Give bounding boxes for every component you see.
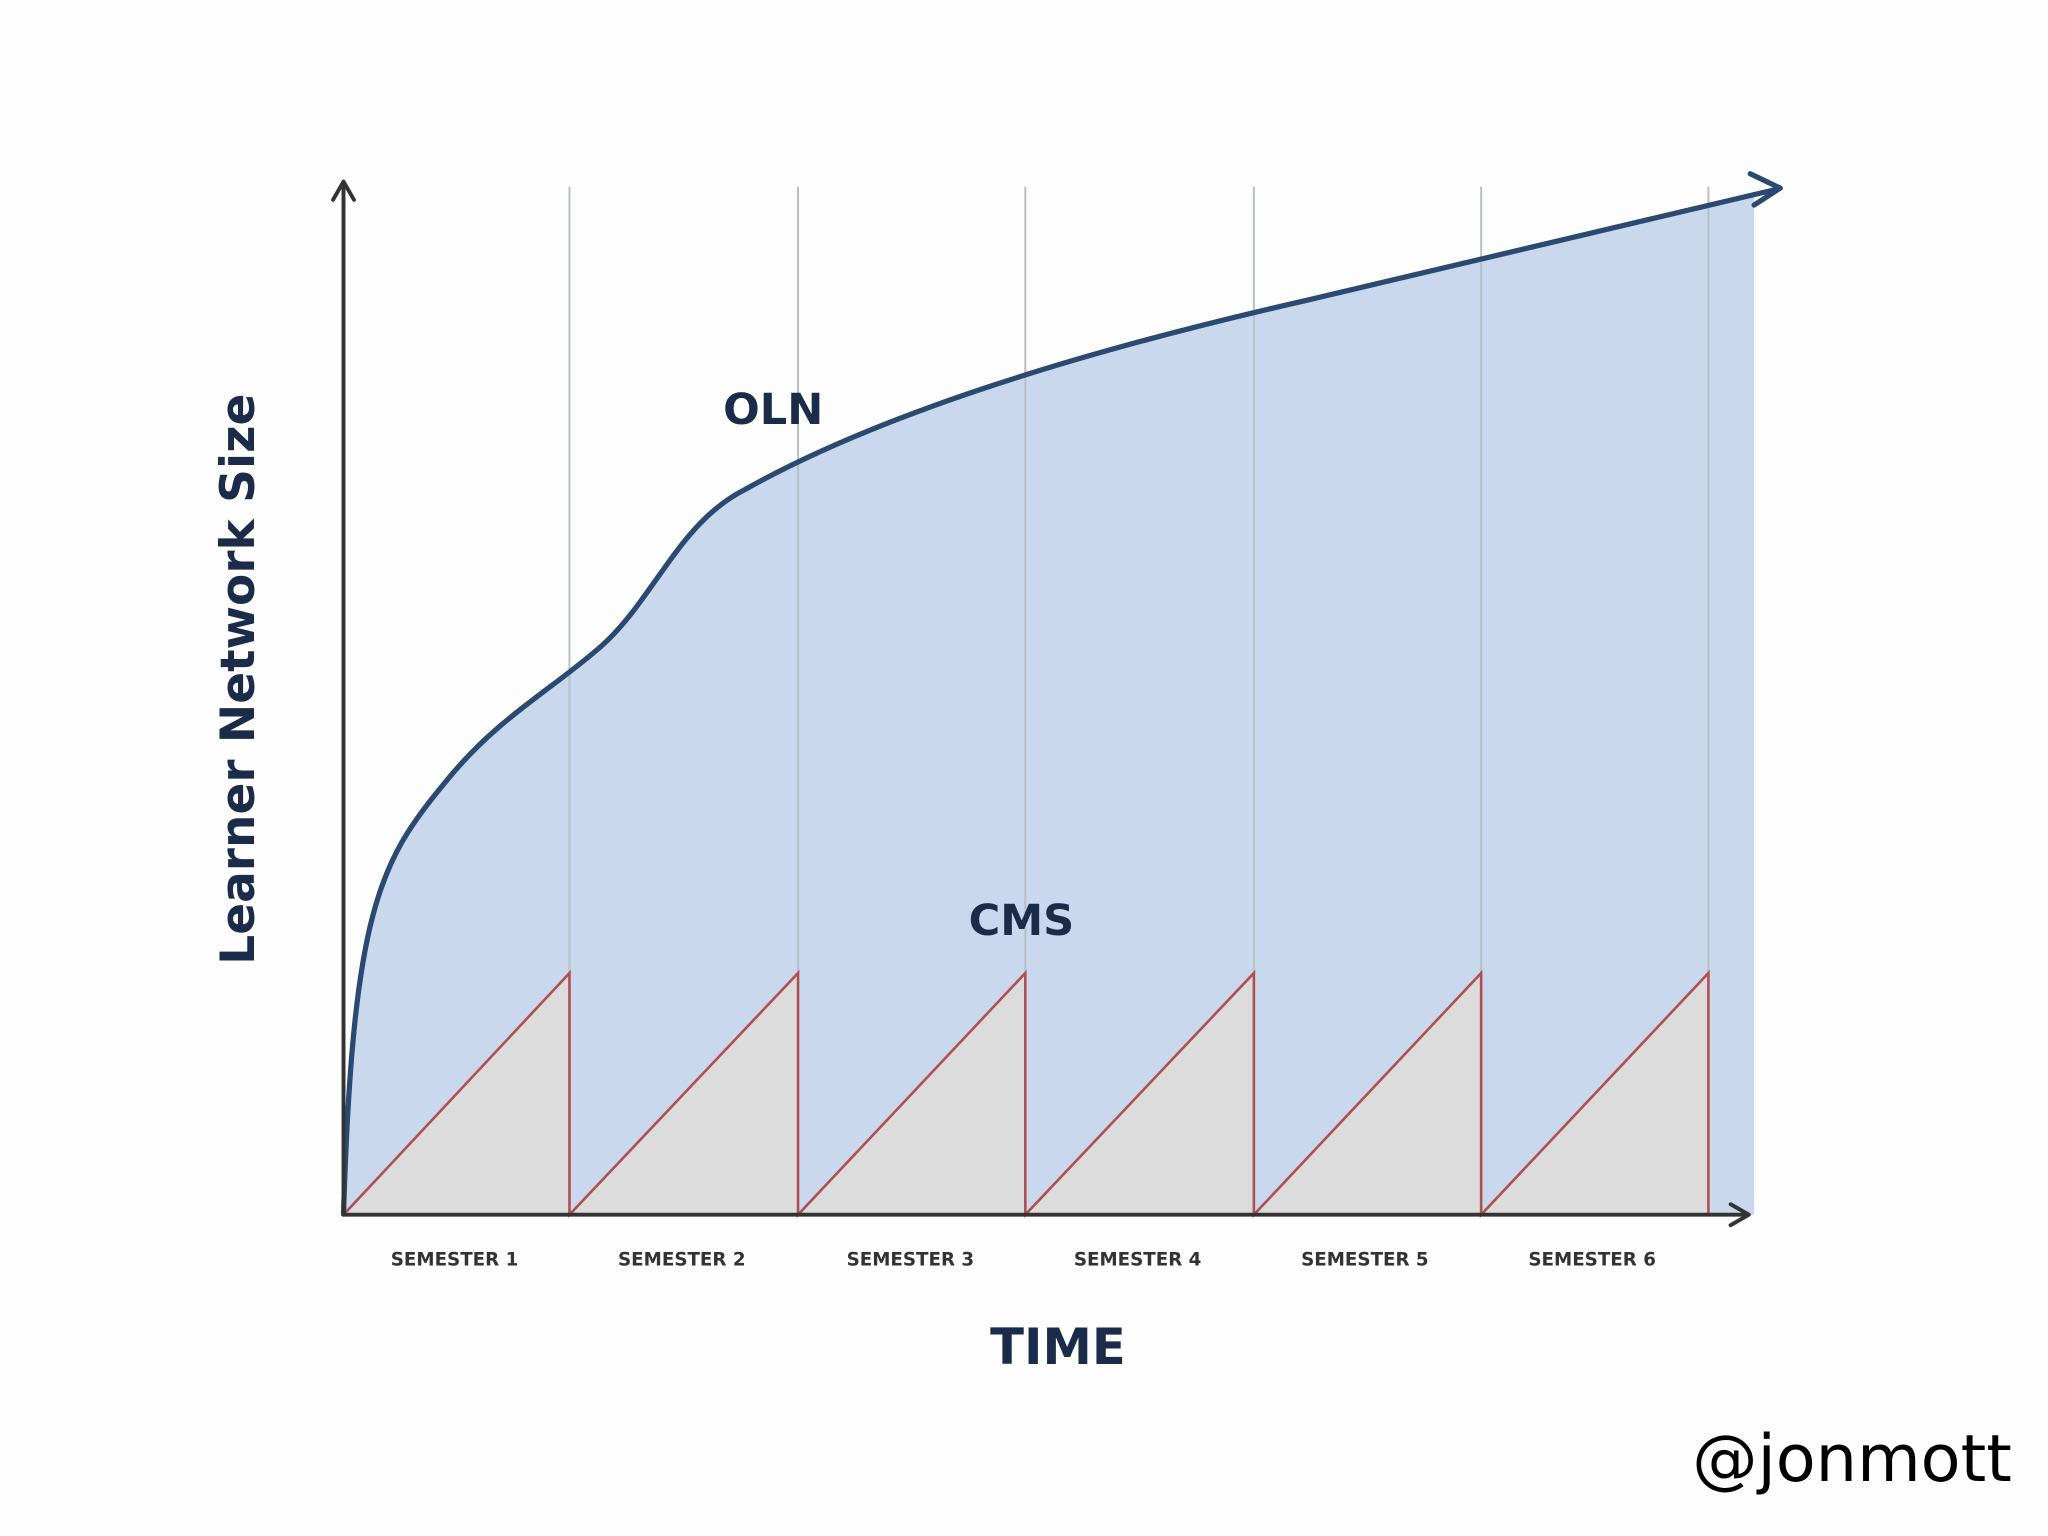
- cms-label: CMS: [969, 896, 1075, 946]
- x-category-label: SEMESTER 6: [1528, 1249, 1656, 1270]
- x-axis-arrow: [1728, 1202, 1751, 1228]
- oln-area: [343, 195, 1755, 1215]
- oln-arrowhead: [1747, 171, 1783, 208]
- y-axis-arrow: [331, 179, 356, 202]
- y-axis-title: Learner Network Size: [211, 394, 266, 965]
- watermark: @jonmott: [1692, 1421, 2012, 1497]
- cms-sawtooth: [340, 969, 1710, 1218]
- x-category-label: SEMESTER 5: [1301, 1249, 1429, 1270]
- x-category-label: SEMESTER 2: [618, 1249, 746, 1270]
- oln-label: OLN: [723, 385, 823, 435]
- x-category-label: SEMESTER 4: [1074, 1249, 1202, 1270]
- x-category-label: SEMESTER 3: [847, 1249, 975, 1270]
- x-category-label: SEMESTER 1: [391, 1249, 519, 1270]
- oln-curve: [340, 186, 1777, 1215]
- x-axis-title: TIME: [990, 1318, 1126, 1376]
